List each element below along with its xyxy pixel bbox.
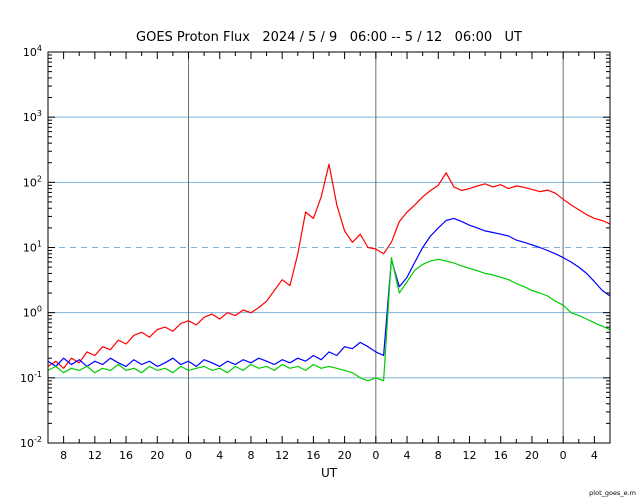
green-series-line — [47, 257, 611, 382]
blue-series-line — [47, 217, 611, 367]
x-tick-label: 8 — [435, 449, 442, 462]
y-tick-label: 104 — [23, 44, 42, 59]
y-tick-label: 100 — [23, 305, 42, 320]
plot-area: 104 103 102 101 100 10-1 10-2 8 12 16 20 0 4 8 12 16 20 0… — [20, 44, 611, 462]
x-tick-label: 16 — [306, 449, 320, 462]
x-tick-label: 0 — [185, 449, 192, 462]
x-tick-label: 12 — [88, 449, 102, 462]
x-axis-label: UT — [321, 466, 338, 480]
x-tick-label: 20 — [150, 449, 164, 462]
x-tick-label: 8 — [60, 449, 67, 462]
x-tick-label: 0 — [560, 449, 567, 462]
y-tick-label: 103 — [23, 109, 42, 124]
x-tick-label: 4 — [404, 449, 411, 462]
y-tick-label: 10-1 — [20, 370, 42, 385]
x-tick-label: 20 — [338, 449, 352, 462]
x-tick-label: 16 — [119, 449, 133, 462]
red-series-line — [47, 163, 611, 369]
x-tick-label: 4 — [591, 449, 598, 462]
x-tick-label: 16 — [494, 449, 508, 462]
y-tick-label: 101 — [23, 240, 42, 255]
x-tick-label: 0 — [372, 449, 379, 462]
y-tick-label: 102 — [23, 174, 42, 189]
chart-title: GOES Proton Flux 2024 / 5 / 9 06:00 -- 5… — [136, 30, 522, 45]
watermark: plot_goes_e.m — [589, 489, 636, 497]
x-tick-label: 12 — [463, 449, 477, 462]
x-tick-label: 20 — [525, 449, 539, 462]
x-tick-label: 8 — [247, 449, 254, 462]
y-tick-label: 10-2 — [20, 435, 42, 450]
x-tick-label: 4 — [216, 449, 223, 462]
x-tick-label: 12 — [275, 449, 289, 462]
